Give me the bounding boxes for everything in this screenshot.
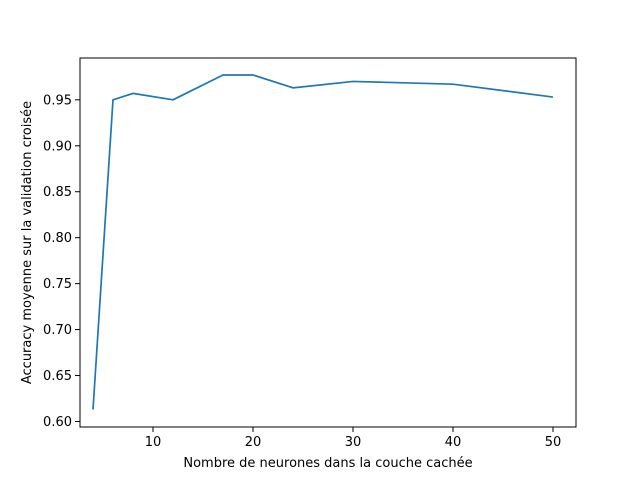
y-tick-label: 0.85 [43, 185, 72, 200]
y-axis-label: Accuracy moyenne sur la validation crois… [20, 101, 35, 384]
x-tick-label: 20 [245, 435, 262, 450]
plot-area-frame [79, 57, 577, 428]
series-line [92, 74, 554, 410]
x-tick-label: 50 [545, 435, 562, 450]
x-axis-label: Nombre de neurones dans la couche cachée [183, 456, 472, 471]
y-tick-label: 0.90 [43, 139, 72, 154]
series-layer [92, 74, 554, 410]
x-tick-label: 30 [345, 435, 362, 450]
axis-ticks: 10 20 30 40 50 0.60 0.65 0.70 0.75 0.80 0.85 0.90 0.… [43, 93, 561, 450]
x-tick-label: 10 [145, 435, 162, 450]
y-tick-label: 0.60 [43, 415, 72, 430]
y-tick-label: 0.80 [43, 231, 72, 246]
y-tick-label: 0.75 [43, 277, 72, 292]
y-tick-label: 0.95 [43, 93, 72, 108]
y-tick-label: 0.65 [43, 369, 72, 384]
x-tick-label: 40 [445, 435, 462, 450]
y-tick-label: 0.70 [43, 323, 72, 338]
